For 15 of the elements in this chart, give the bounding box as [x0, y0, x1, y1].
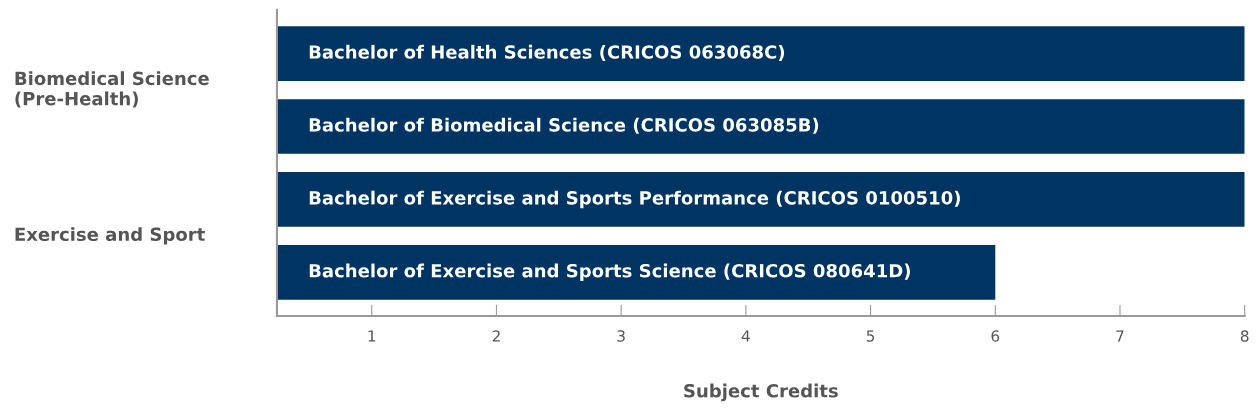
y-tick-label: Bachelor of Exercise and Sports Science (CRICOS 080641D) — [309, 263, 910, 282]
x-tick-label: 2 — [492, 330, 500, 342]
x-tick-label: 3 — [617, 330, 625, 342]
x-tick-label: 4 — [741, 330, 750, 342]
x-tick-label: 5 — [866, 330, 875, 342]
text: Biomedical Science (Pre-Health) — [15, 71, 209, 108]
text: Exercise and Sport — [15, 227, 205, 245]
x-tick-label: 7 — [1116, 330, 1124, 342]
y-tick-label: Bachelor of Exercise and Sports Performance (CRICOS 0100510) — [309, 190, 960, 209]
x-tick-label: 6 — [991, 330, 1000, 342]
x-tick-label: 1 — [368, 330, 376, 342]
y-tick-label: Bachelor of Health Sciences (CRICOS 063068C) — [309, 44, 785, 61]
y-tick-label: Bachelor of Biomedical Science (CRICOS 063085B) — [309, 117, 819, 134]
x-tick-label: 8 — [1240, 330, 1249, 342]
x-axis-title: Subject Credits — [684, 383, 838, 402]
